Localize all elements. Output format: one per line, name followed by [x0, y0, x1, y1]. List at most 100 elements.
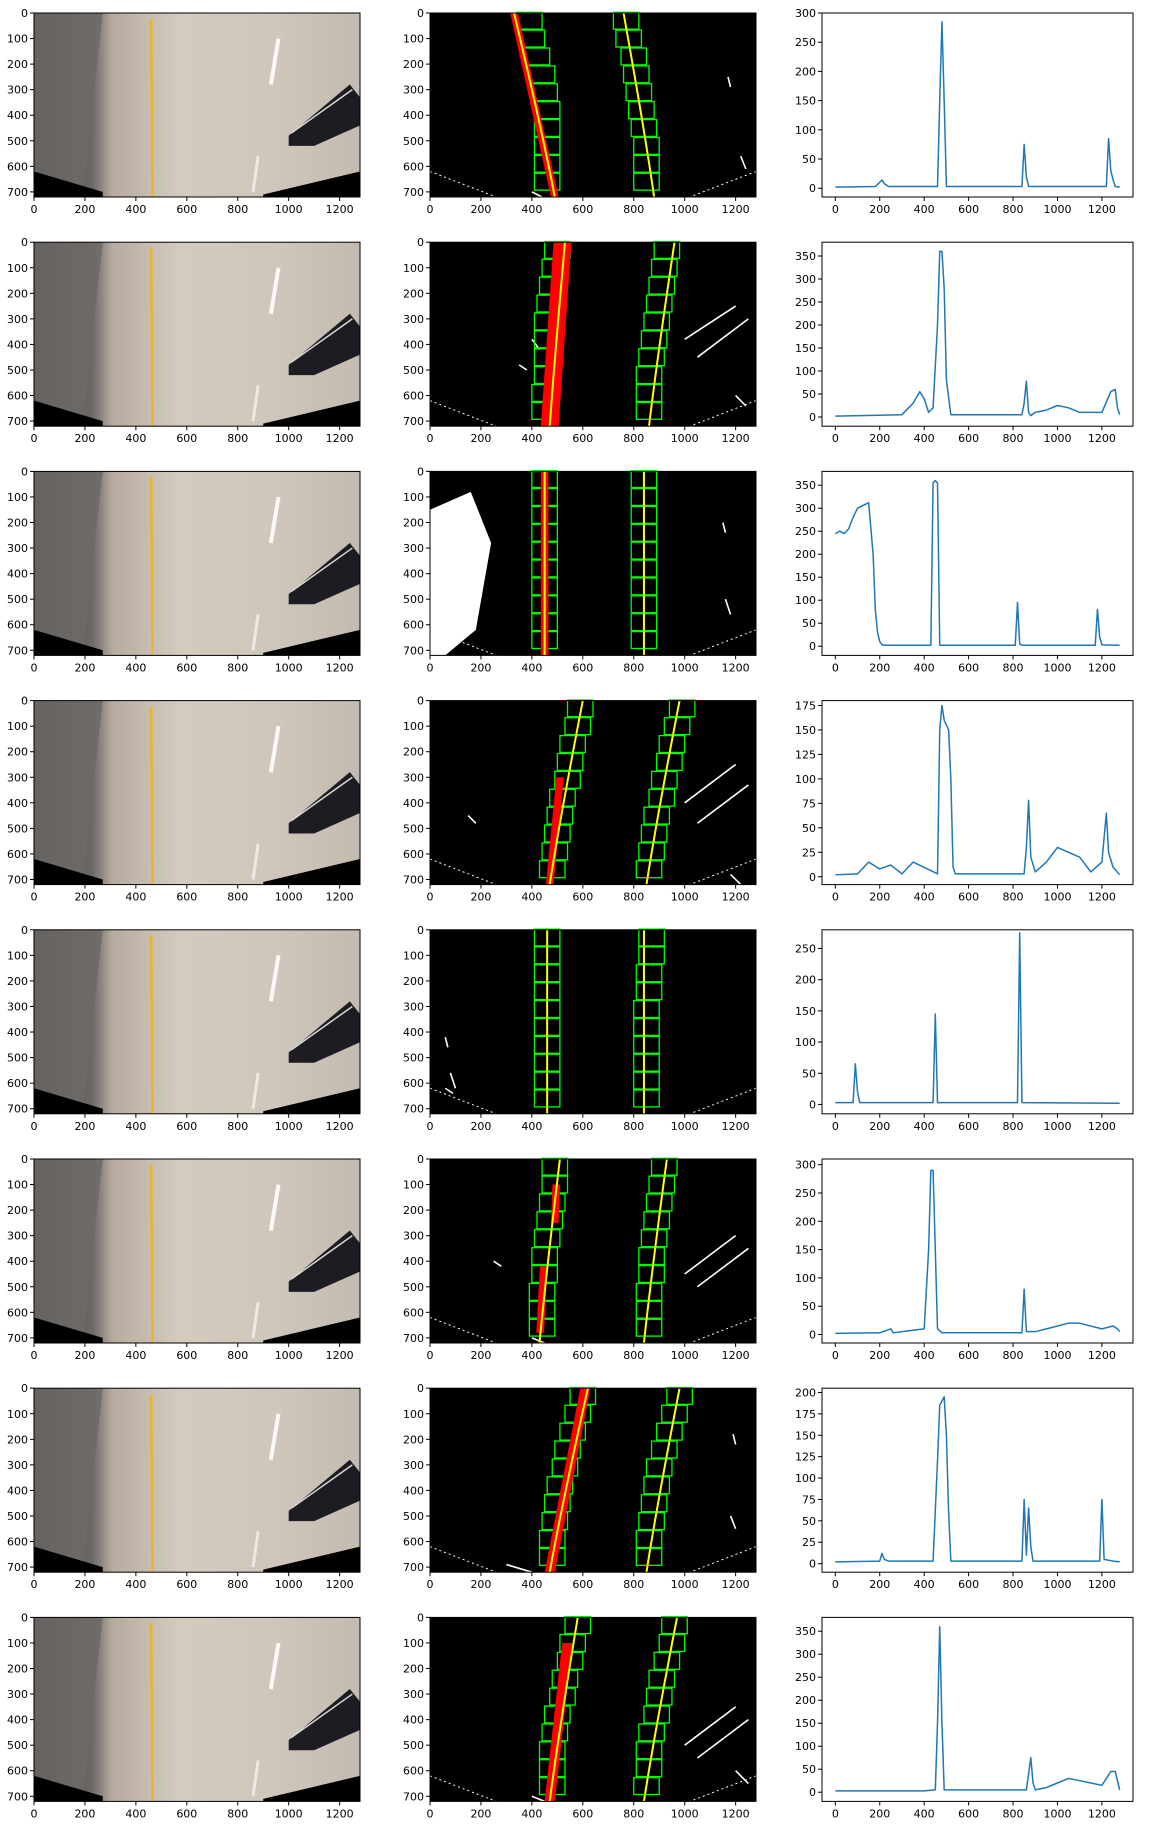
sliding-window-panel: 0 200 400 600 800 1000 1200 0 100 200 300 400 500 600…: [403, 1611, 757, 1820]
x-tick-label: 0: [427, 1578, 434, 1591]
x-tick-label: 800: [623, 1349, 644, 1362]
histogram-background: [822, 471, 1133, 656]
y-tick-label: 400: [403, 1714, 424, 1727]
x-tick-label: 0: [832, 1349, 839, 1362]
x-tick-label: 1000: [671, 891, 699, 904]
x-tick-label: 600: [958, 891, 979, 904]
y-tick-label: 300: [403, 771, 424, 784]
y-tick-label: 600: [7, 1536, 28, 1549]
x-tick-label: 200: [74, 1807, 95, 1820]
x-tick-label: 200: [869, 432, 890, 445]
x-tick-label: 600: [958, 432, 979, 445]
y-tick-label: 350: [795, 250, 816, 263]
x-tick-label: 800: [623, 1578, 644, 1591]
car-reflection: [290, 318, 353, 363]
y-tick-label: 700: [7, 873, 28, 886]
y-tick-label: 600: [7, 619, 28, 632]
binary-noise: [467, 815, 477, 824]
y-tick-label: 250: [795, 36, 816, 49]
y-tick-label: 0: [809, 871, 816, 884]
x-tick-label: 200: [470, 1807, 491, 1820]
x-tick-label: 400: [521, 1807, 542, 1820]
x-tick-label: 400: [914, 1349, 935, 1362]
x-tick-label: 200: [470, 661, 491, 674]
y-tick-label: 0: [417, 1382, 424, 1395]
lane-fit-curve: [538, 1158, 561, 1344]
y-tick-label: 50: [802, 1763, 816, 1776]
y-tick-label: 100: [795, 1036, 816, 1049]
x-tick-label: 1200: [722, 432, 750, 445]
sliding-window: [635, 1741, 663, 1760]
y-tick-label: 50: [802, 1515, 816, 1528]
y-tick-label: 200: [795, 548, 816, 561]
sliding-window: [635, 1547, 663, 1566]
lane-fit-curve: [648, 242, 676, 427]
y-tick-label: 0: [417, 1611, 424, 1624]
x-tick-label: 1200: [326, 891, 354, 904]
x-tick-label: 400: [521, 203, 542, 216]
histogram-line: [835, 932, 1120, 1104]
x-tick-label: 600: [572, 203, 593, 216]
y-tick-label: 0: [21, 1382, 28, 1395]
x-tick-label: 1000: [1043, 1807, 1071, 1820]
y-tick-label: 50: [802, 1300, 816, 1313]
warp-corner-right: [263, 1775, 360, 1802]
sliding-window-panel: 0 200 400 600 800 1000 1200 0 100 200 300 400 500 600…: [403, 7, 757, 216]
lane-fit-curve: [642, 1158, 668, 1344]
road-shadow: [34, 471, 103, 656]
x-tick-label: 1000: [671, 1807, 699, 1820]
sliding-window: [666, 1386, 693, 1405]
y-tick-label: 400: [403, 338, 424, 351]
yellow-lane-marking: [149, 1623, 154, 1802]
road-image-frame: [33, 241, 361, 427]
y-tick-label: 500: [403, 135, 424, 148]
lane-pixels: [544, 1642, 573, 1802]
binary-noise: [684, 305, 737, 340]
yellow-lane-marking: [149, 1394, 154, 1573]
x-tick-label: 1200: [326, 1349, 354, 1362]
x-tick-label: 200: [74, 432, 95, 445]
binary-background: [430, 929, 756, 1114]
y-tick-label: 400: [7, 1255, 28, 1268]
white-dash-marking: [251, 843, 260, 880]
road-image-panel: 0 200 400 600 800 1000 1200 0 100 200 300 400 500 600…: [7, 7, 361, 216]
sliding-window: [635, 982, 663, 1001]
x-tick-label: 0: [427, 432, 434, 445]
y-tick-label: 100: [7, 720, 28, 733]
sliding-window: [668, 699, 696, 718]
binary-noise: [444, 1036, 449, 1048]
histogram-frame: [821, 470, 1134, 656]
x-tick-label: 400: [914, 1120, 935, 1133]
road-image-panel: 0 200 400 600 800 1000 1200 0 100 200 300 400 500 600…: [7, 236, 361, 445]
x-tick-label: 400: [125, 1349, 146, 1362]
y-tick-label: 75: [802, 1493, 816, 1506]
warp-corner-left: [34, 171, 103, 197]
histogram-frame: [821, 1387, 1134, 1573]
x-tick-label: 1000: [671, 432, 699, 445]
y-tick-label: 700: [7, 1103, 28, 1116]
road-image-panel: 0 200 400 600 800 1000 1200 0 100 200 300 400 500 600…: [7, 1382, 361, 1591]
y-tick-label: 100: [403, 1179, 424, 1192]
x-tick-label: 0: [832, 1807, 839, 1820]
x-tick-label: 400: [125, 1578, 146, 1591]
x-tick-label: 0: [31, 1349, 38, 1362]
histogram-frame: [821, 1616, 1134, 1802]
binary-noise: [732, 1434, 737, 1445]
histogram-line: [834, 479, 1120, 647]
y-tick-label: 300: [403, 1688, 424, 1701]
y-tick-label: 300: [403, 1000, 424, 1013]
y-tick-label: 300: [795, 273, 816, 286]
y-tick-label: 400: [7, 797, 28, 810]
y-tick-label: 200: [795, 1694, 816, 1707]
y-tick-label: 200: [795, 1215, 816, 1228]
binary-edge: [689, 1316, 757, 1344]
histogram-frame: [821, 1158, 1134, 1344]
sliding-window-panel: 0 200 400 600 800 1000 1200 0 100 200 300 400 500 600…: [403, 924, 757, 1133]
x-tick-label: 200: [74, 891, 95, 904]
sliding-window: [633, 1053, 660, 1072]
y-tick-label: 300: [7, 542, 28, 555]
warp-corner-right: [263, 859, 360, 885]
x-tick-label: 1200: [326, 1120, 354, 1133]
white-dash-marking: [251, 1072, 260, 1109]
histogram-panel: 0 200 400 600 800 1000 1200 0 50 100 150 200 250: [795, 929, 1134, 1133]
